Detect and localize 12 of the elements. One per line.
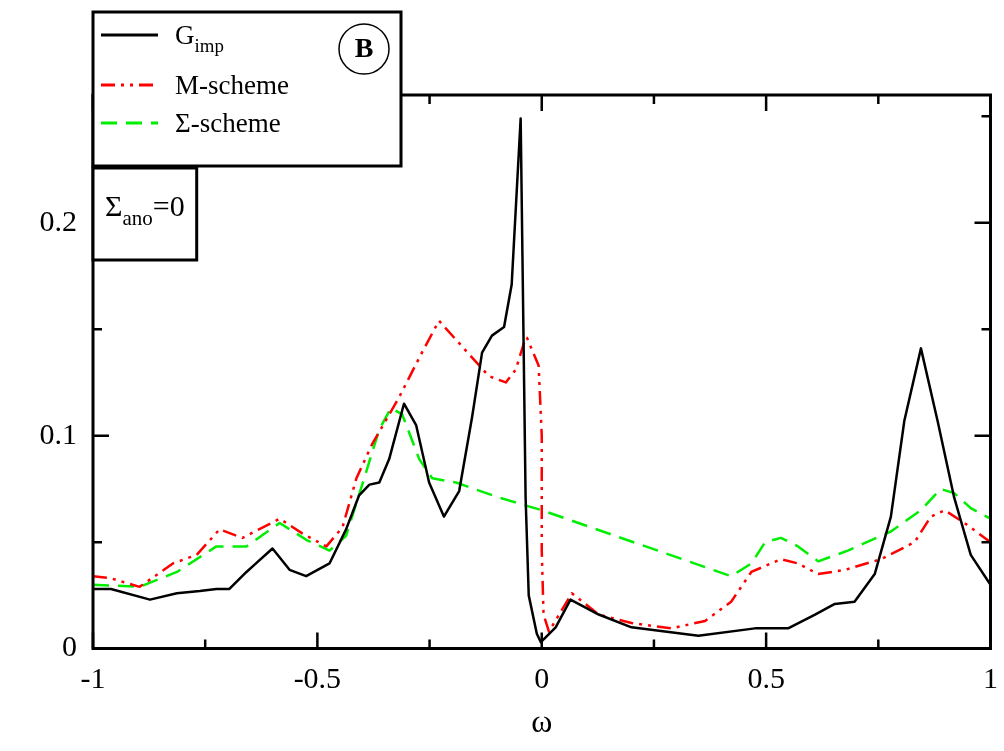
x-tick-label: -1 (80, 661, 106, 695)
x-axis-title: ω (531, 703, 553, 740)
x-tick-label: -0.5 (293, 661, 342, 695)
x-tick-label: 0.5 (747, 661, 785, 695)
legend-label: Σ-scheme (175, 108, 281, 138)
y-tick-label: 0.1 (39, 416, 77, 450)
y-tick-label: 0 (62, 629, 77, 663)
x-tick-label: 0 (534, 661, 550, 695)
text: B (354, 32, 374, 64)
legend-label: M-scheme (175, 70, 289, 100)
y-tick-label: 0.2 (39, 203, 77, 237)
x-tick-label: 1 (983, 661, 998, 695)
